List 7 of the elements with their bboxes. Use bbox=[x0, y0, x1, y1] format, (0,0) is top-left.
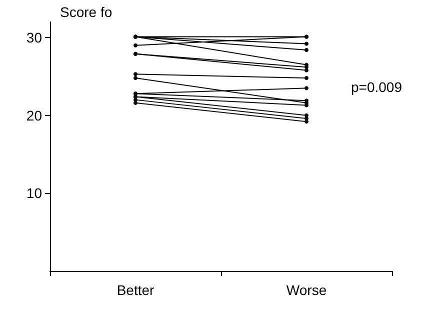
y-tick-label: 20 bbox=[26, 107, 42, 124]
chart-title: Score fo bbox=[60, 4, 112, 20]
x-tick-label: Better bbox=[116, 282, 155, 298]
y-tick-label: 10 bbox=[26, 185, 42, 202]
x-tick-label: Worse bbox=[286, 282, 327, 298]
annotation: p=0.009 bbox=[351, 79, 402, 95]
y-tick-label: 30 bbox=[26, 30, 42, 46]
